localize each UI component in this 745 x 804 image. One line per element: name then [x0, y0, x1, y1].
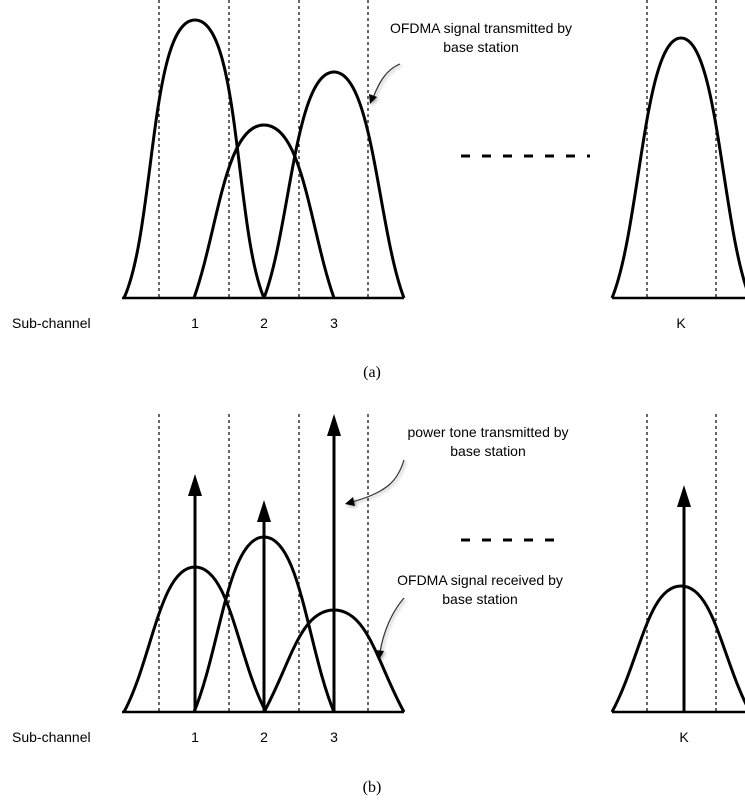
annotation-text-line2: base station: [443, 39, 519, 55]
channel-label-3: 3: [330, 315, 338, 331]
power-tone-2: [257, 500, 271, 712]
subchannel-k-signal: [610, 36, 745, 299]
panel-b: power tone transmitted by base station O…: [12, 414, 745, 796]
annotation-callout-arrow: [369, 63, 401, 104]
power-tone-3: [327, 414, 341, 712]
tone-annotation-line1: power tone transmitted by: [407, 424, 568, 440]
panel-a-caption: (a): [363, 364, 381, 381]
tone-annotation-line2: base station: [450, 443, 526, 459]
subchannel-k-received-signal: [610, 584, 745, 713]
channel-label-1: 1: [191, 315, 199, 331]
channel-label-k: K: [676, 315, 686, 331]
subchannel-axis-label: Sub-channel: [12, 315, 91, 331]
power-tone-k: [677, 485, 691, 712]
channel-label-2: 2: [260, 729, 268, 745]
channel-label-3: 3: [330, 729, 338, 745]
signal-annotation-line1: OFDMA signal received by: [397, 572, 563, 588]
tone-callout-arrow: [345, 459, 405, 506]
channel-label-k: K: [679, 729, 689, 745]
subchannel-2-signal: [192, 123, 336, 299]
power-tone-1: [188, 474, 202, 712]
channel-label-2: 2: [260, 315, 268, 331]
panel-a: OFDMA signal transmitted by base station…: [12, 0, 745, 381]
panel-b-caption: (b): [363, 779, 382, 796]
subchannel-axis-label: Sub-channel: [12, 729, 91, 745]
subchannel-3-signal: [262, 70, 406, 299]
subchannel-1-signal: [122, 18, 266, 299]
signal-annotation-line2: base station: [442, 591, 518, 607]
signal-callout-arrow: [375, 597, 405, 660]
channel-label-1: 1: [191, 729, 199, 745]
annotation-text-line1: OFDMA signal transmitted by: [390, 20, 572, 36]
